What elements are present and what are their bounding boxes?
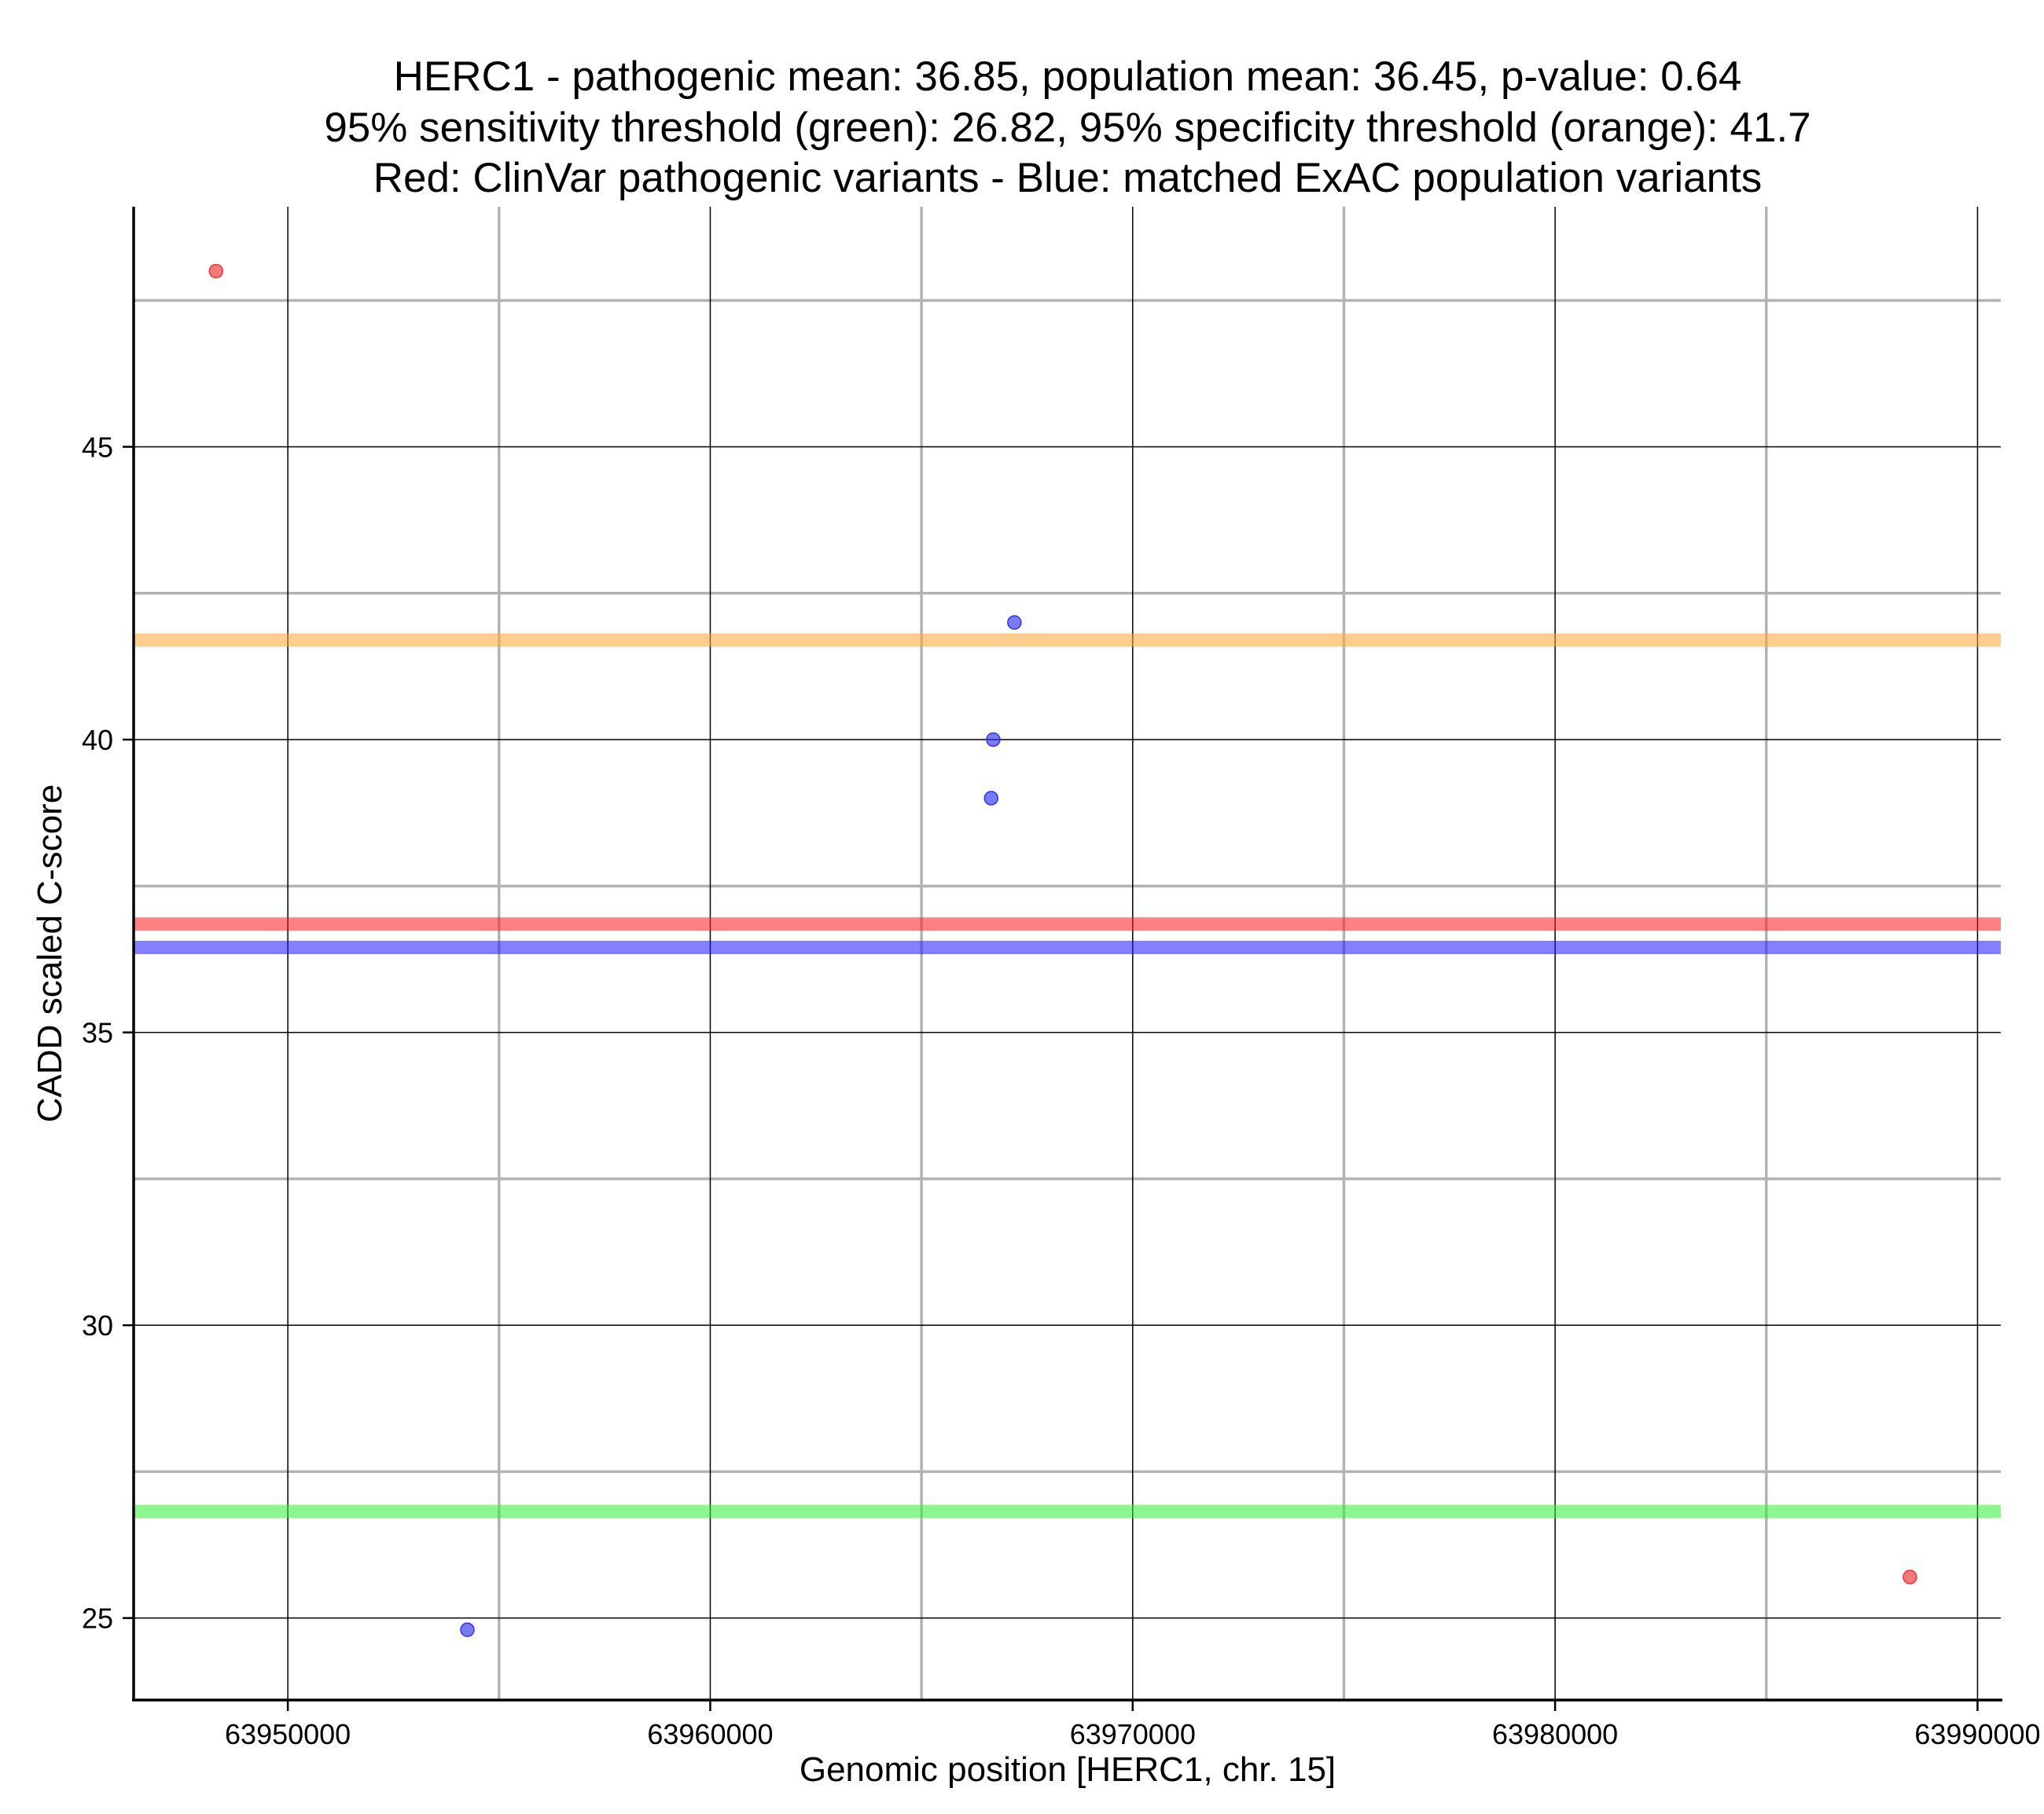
data-point (208, 263, 224, 279)
y-axis-label: CADD scaled C-score (31, 784, 69, 1122)
data-point (1007, 615, 1022, 630)
minor-gridlines (134, 207, 2001, 1700)
x-tick-label: 63950000 (225, 1718, 351, 1750)
y-tick-label: 45 (82, 431, 113, 463)
x-ticks: 63950000 63960000 63970000 63980000 63990000 (225, 1700, 2041, 1750)
x-tick-label: 63980000 (1492, 1718, 1618, 1750)
y-tick-label: 40 (82, 724, 113, 756)
data-point (1902, 1570, 1917, 1584)
y-tick-label: 25 (82, 1603, 113, 1635)
y-tick-label: 30 (82, 1309, 113, 1342)
data-point (983, 791, 999, 806)
x-tick-label: 63960000 (647, 1718, 773, 1750)
chart-title-line-3: Red: ClinVar pathogenic variants - Blue:… (373, 155, 1763, 201)
axes (132, 207, 2002, 1702)
data-point (986, 732, 1001, 747)
data-point (460, 1622, 475, 1637)
y-ticks: 25 30 35 40 45 (82, 431, 134, 1635)
chart-title-line-2: 95% sensitivity threshold (green): 26.82… (324, 105, 1811, 151)
x-tick-label: 63970000 (1070, 1718, 1196, 1750)
threshold-lines (134, 633, 2001, 1518)
x-axis-label: Genomic position [HERC1, chr. 15] (800, 1750, 1336, 1789)
data-points (208, 263, 1917, 1637)
chart-title-line-1: HERC1 - pathogenic mean: 36.85, populati… (394, 53, 1742, 100)
y-tick-label: 35 (82, 1017, 113, 1049)
x-tick-label: 63990000 (1914, 1718, 2040, 1750)
